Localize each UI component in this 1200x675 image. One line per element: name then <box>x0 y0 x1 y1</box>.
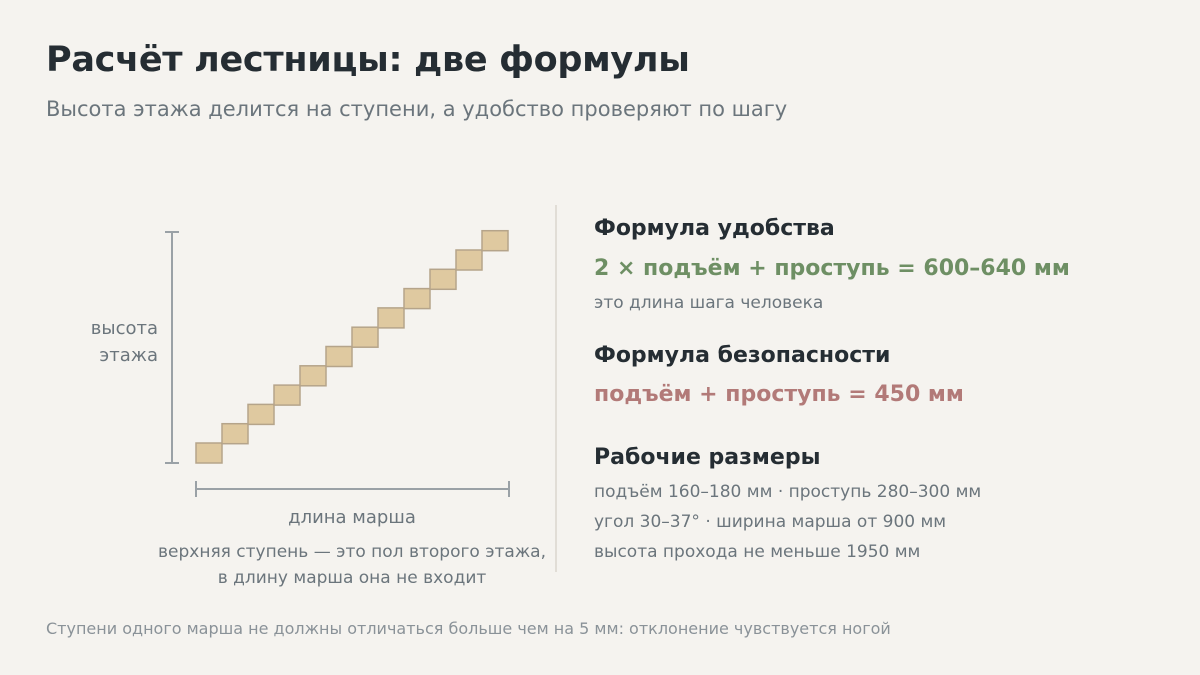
comfort-note: это длина шага человека <box>594 293 824 313</box>
safety-heading: Формула безопасности <box>594 343 891 368</box>
height-label-line2: этажа <box>99 345 158 366</box>
height-dimension <box>165 231 179 464</box>
diagram-note-line2: в длину марша она не входит <box>218 568 487 588</box>
stair-step <box>325 345 353 368</box>
sizes-heading: Рабочие размеры <box>594 445 821 470</box>
sizes-line: высота прохода не меньше 1950 мм <box>594 542 921 562</box>
stair-step <box>351 326 379 348</box>
stair-step <box>377 307 405 329</box>
column-divider <box>555 205 557 572</box>
page-title: Расчёт лестницы: две формулы <box>46 40 690 80</box>
stair-step <box>403 287 431 310</box>
stair-step <box>195 442 223 464</box>
comfort-heading: Формула удобства <box>594 216 835 241</box>
diagram-note-line1: верхняя ступень — это пол второго этажа, <box>158 542 546 562</box>
stair-step <box>221 422 249 445</box>
height-label-line1: высота <box>91 318 158 339</box>
length-label: длина марша <box>288 507 416 528</box>
stair-step <box>247 403 275 426</box>
staircase-diagram: высота этажа длина марша верхняя ступень… <box>91 229 546 588</box>
stair-step <box>429 268 457 291</box>
page-subtitle: Высота этажа делится на ступени, а удобс… <box>46 97 788 121</box>
stair-step <box>273 384 301 406</box>
footer-note: Ступени одного марша не должны отличатьс… <box>46 619 891 638</box>
sizes-line: угол 30–37° · ширина марша от 900 мм <box>594 512 947 532</box>
stair-step <box>299 365 327 387</box>
comfort-formula: 2 × подъём + проступь = 600–640 мм <box>594 256 1070 281</box>
sizes-line: подъём 160–180 мм · проступь 280–300 мм <box>594 482 982 502</box>
stair-step <box>455 249 483 271</box>
stair-step <box>481 229 509 252</box>
length-dimension <box>195 481 510 497</box>
safety-formula: подъём + проступь = 450 мм <box>594 382 964 407</box>
steps-group <box>195 229 509 464</box>
